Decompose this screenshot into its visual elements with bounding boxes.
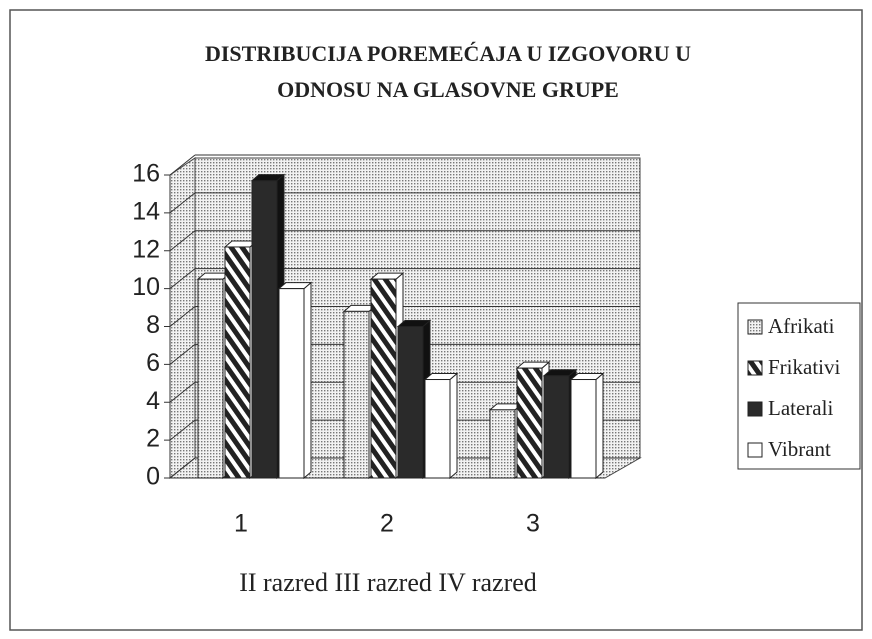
legend-label: Afrikati (768, 314, 835, 338)
y-tick-label: 14 (132, 197, 160, 225)
bar (251, 180, 278, 479)
x-tick-label: 1 (234, 510, 248, 538)
bar-side (595, 372, 604, 480)
frame (9, 9, 863, 631)
grid-line (169, 268, 196, 290)
y-tick-label: 2 (146, 425, 160, 453)
grid-line (169, 230, 196, 252)
legend-label: Vibrant (768, 437, 831, 461)
y-tick-label: 6 (146, 349, 160, 377)
y-tick-label: 4 (146, 387, 160, 415)
grid-line (169, 154, 196, 176)
y-tick-label: 12 (132, 235, 160, 263)
grid-line (169, 457, 196, 479)
chart-title: DISTRIBUCIJA POREMEĆAJA U IZGOVORU U (205, 41, 691, 66)
legend-swatch (747, 319, 763, 335)
bar-side (449, 372, 458, 480)
bar-side (303, 281, 312, 480)
y-tick-label: 0 (146, 463, 160, 491)
x-tick-label: 2 (380, 510, 394, 538)
legend-label: Laterali (768, 396, 833, 420)
legend-swatch (747, 360, 763, 376)
chart-title: ODNOSU NA GLASOVNE GRUPE (277, 77, 619, 102)
y-tick-label: 10 (132, 273, 160, 301)
bar (197, 278, 224, 479)
legend-swatch (747, 401, 763, 417)
grid-line (169, 306, 196, 327)
grid-line (169, 343, 196, 365)
y-tick-label: 16 (132, 160, 160, 188)
bar (570, 379, 597, 479)
bar (489, 409, 516, 479)
bar (278, 288, 305, 479)
grid-line (169, 381, 196, 403)
grid-line (169, 419, 196, 441)
bar (397, 326, 424, 479)
bar (343, 310, 370, 479)
legend-label: Frikativi (768, 355, 840, 379)
grid-line (169, 192, 196, 214)
bar (224, 246, 251, 479)
x-axis-label: II razred III razred IV razred (239, 568, 537, 597)
bar (370, 278, 397, 479)
bar (424, 379, 451, 479)
x-tick-label: 3 (526, 510, 540, 538)
legend-swatch (747, 442, 763, 458)
bar (543, 375, 570, 479)
y-tick-label: 8 (146, 311, 160, 339)
bar (516, 367, 543, 479)
